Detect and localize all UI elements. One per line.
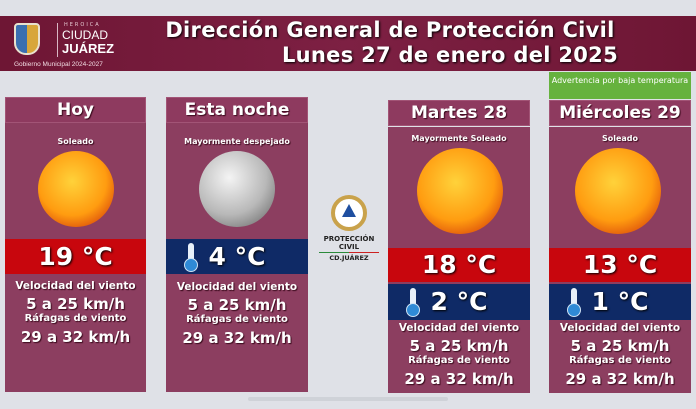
condition-text: Mayormente Soleado <box>411 134 507 143</box>
logo-heroica: HEROICA <box>64 22 101 28</box>
low-temperature-bar: 2 °C <box>388 284 530 320</box>
day-label-hoy: Hoy <box>5 97 146 123</box>
temp-unit: °C <box>626 250 658 279</box>
pc-divider <box>319 252 379 253</box>
pc-name: PROTECCIÓN CIVIL <box>323 235 375 251</box>
wind-label: Velocidad del viento <box>398 322 520 334</box>
wind-label: Velocidad del viento <box>559 322 681 334</box>
wind-value: 5 a 25 km/h <box>26 295 125 313</box>
logo-juarez: JUÁREZ <box>62 41 115 56</box>
header-banner: HEROICA CIUDAD JUÁREZ Gobierno Municipal… <box>0 16 696 71</box>
gust-label: Ráfagas de viento <box>186 314 288 325</box>
gust-value: 29 a 32 km/h <box>182 329 292 347</box>
logo-ciudad: CIUDAD <box>62 28 109 42</box>
gust-label: Ráfagas de viento <box>408 355 510 366</box>
temp-unit: °C <box>456 287 488 316</box>
temperature-bar: 19 °C <box>5 239 146 274</box>
low-temperature-warning-badge: Advertencia por baja temperatura <box>549 72 691 99</box>
sun-icon <box>417 148 503 234</box>
gust-value: 29 a 32 km/h <box>20 328 131 346</box>
day-label-miercoles: Miércoles 29 <box>549 100 691 126</box>
title-line-1: Dirección General de Protección Civil <box>165 18 615 42</box>
temp-unit: °C <box>465 250 497 279</box>
temp-unit: °C <box>617 287 649 316</box>
temp-value: 4 <box>208 242 226 271</box>
low-temp-value: 1 <box>591 287 609 316</box>
temp-unit: °C <box>81 242 113 271</box>
low-temp-value: 2 <box>430 287 448 316</box>
gust-value: 29 a 32 km/h <box>404 370 514 388</box>
thermometer-icon <box>567 288 581 317</box>
day-label-esta-noche: Esta noche <box>166 97 308 123</box>
gust-label: Ráfagas de viento <box>24 313 127 324</box>
coat-of-arms-icon <box>14 23 40 55</box>
pc-city: CD.JUÁREZ <box>329 254 369 262</box>
title-line-2: Lunes 27 de enero del 2025 <box>281 43 619 67</box>
page-title: Dirección General de Protección Civil Lu… <box>130 18 650 68</box>
wind-value: 5 a 25 km/h <box>409 337 509 355</box>
day-label-martes: Martes 28 <box>388 100 530 126</box>
sun-icon <box>38 151 114 227</box>
ciudad-juarez-logo: HEROICA CIUDAD JUÁREZ Gobierno Municipal… <box>8 19 126 69</box>
wind-value: 5 a 25 km/h <box>187 296 287 314</box>
gust-value: 29 a 32 km/h <box>565 370 675 388</box>
wind-label: Velocidad del viento <box>176 281 298 293</box>
forecast-card-hoy: Soleado 19 °C Velocidad del viento 5 a 2… <box>5 123 146 392</box>
wind-label: Velocidad del viento <box>15 280 136 292</box>
forecast-card-martes: Mayormente Soleado 18 °C 2 °C Velocidad … <box>388 127 530 393</box>
condition-text: Soleado <box>57 137 94 146</box>
sun-icon <box>575 148 661 234</box>
thermometer-icon <box>406 288 420 317</box>
low-temperature-bar: 1 °C <box>549 284 691 320</box>
thermometer-icon <box>184 243 198 272</box>
high-temperature-bar: 18 °C <box>388 248 530 282</box>
logo-gobierno: Gobierno Municipal 2024-2027 <box>14 61 103 68</box>
condition-text: Soleado <box>601 134 639 143</box>
proteccion-civil-logo: PROTECCIÓN CIVIL CD.JUÁREZ <box>313 195 385 262</box>
gust-label: Ráfagas de viento <box>569 355 671 366</box>
temp-value: 19 <box>38 242 74 271</box>
temp-unit: °C <box>234 242 266 271</box>
logo-divider <box>57 23 58 57</box>
wind-value: 5 a 25 km/h <box>570 337 670 355</box>
forecast-card-esta-noche: Mayormente despejado 4 °C Velocidad del … <box>166 123 308 392</box>
high-temp-value: 13 <box>582 250 618 279</box>
proteccion-civil-emblem-icon <box>331 195 367 231</box>
high-temp-value: 18 <box>421 250 457 279</box>
temperature-bar: 4 °C <box>166 239 308 274</box>
condition-text: Mayormente despejado <box>184 137 290 146</box>
moon-icon <box>199 151 275 227</box>
high-temperature-bar: 13 °C <box>549 248 691 282</box>
forecast-card-miercoles: Soleado 13 °C 1 °C Velocidad del viento … <box>549 127 691 393</box>
horizontal-scrollbar[interactable] <box>248 397 448 401</box>
